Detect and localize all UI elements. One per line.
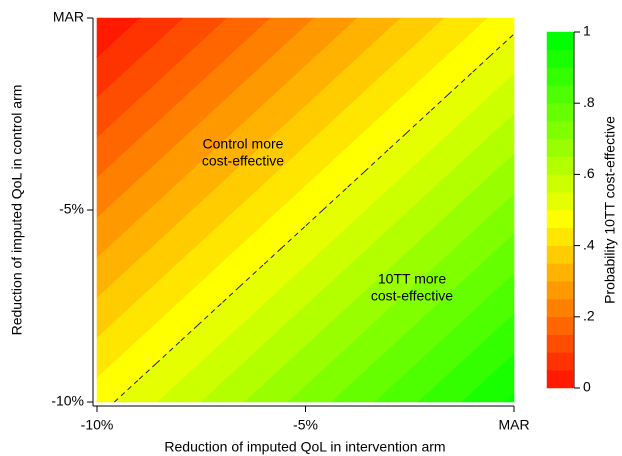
contour-band bbox=[346, 17, 390, 58]
dashed-contour bbox=[155, 340, 181, 364]
colorbar-tick-label: .8 bbox=[583, 94, 595, 110]
annotation: cost-effective bbox=[371, 288, 453, 304]
colorbar-band bbox=[546, 102, 574, 122]
colorbar-band bbox=[546, 191, 574, 211]
dashed-contour bbox=[364, 148, 390, 172]
contour-band bbox=[263, 17, 307, 58]
contour-band bbox=[499, 273, 515, 288]
dashed-contour bbox=[180, 324, 199, 342]
colorbar-band bbox=[546, 263, 574, 282]
dashed-contour bbox=[489, 33, 515, 57]
colorbar-band bbox=[546, 156, 574, 175]
colorbar-label: Probability 10TT cost-effective bbox=[602, 116, 618, 304]
colorbar-band bbox=[546, 174, 574, 193]
colorbar-band bbox=[546, 67, 574, 86]
dashed-contour bbox=[471, 56, 491, 73]
colorbar-tick-label: 1 bbox=[583, 23, 591, 39]
colorbar-band bbox=[546, 49, 574, 68]
dashed-contour bbox=[239, 264, 265, 288]
colorbar-band bbox=[546, 316, 574, 335]
colorbar-band bbox=[546, 298, 574, 318]
colorbar-band bbox=[546, 369, 574, 389]
dashed-contour bbox=[430, 94, 449, 112]
colorbar-tick-label: .6 bbox=[583, 165, 595, 181]
contour-band bbox=[305, 17, 348, 58]
dashed-contour bbox=[197, 302, 223, 326]
annotation: 10TT more bbox=[378, 271, 446, 287]
dashed-contour bbox=[263, 248, 282, 265]
dashed-contour bbox=[388, 132, 407, 150]
contour-band bbox=[492, 113, 515, 134]
annotation: Control more bbox=[203, 136, 284, 152]
colorbar-band bbox=[546, 31, 574, 51]
colorbar-band bbox=[546, 209, 574, 229]
x-tick-label: -5% bbox=[293, 417, 318, 433]
contour-band bbox=[502, 353, 515, 364]
colorbar-band bbox=[546, 280, 574, 300]
contour-band bbox=[388, 17, 432, 58]
dashed-contour bbox=[322, 187, 348, 211]
dashed-contour bbox=[114, 379, 140, 403]
contour-band bbox=[96, 17, 140, 58]
dashed-contour bbox=[221, 286, 240, 304]
contour-band bbox=[490, 73, 515, 96]
colorbar-tick-label: 0 bbox=[583, 379, 591, 395]
colorbar-band bbox=[546, 85, 574, 104]
x-tick-label: -10% bbox=[81, 417, 114, 433]
colorbar-band bbox=[546, 245, 574, 264]
dashed-contour bbox=[346, 171, 365, 188]
colorbar-band bbox=[546, 352, 574, 371]
dashed-contour bbox=[447, 72, 473, 96]
y-tick-label: -10% bbox=[51, 393, 84, 409]
contour-band bbox=[495, 193, 515, 211]
annotation: cost-effective bbox=[202, 153, 284, 169]
colorbar-band bbox=[546, 138, 574, 157]
x-axis-label: Reduction of imputed QoL in intervention… bbox=[164, 439, 445, 455]
dashed-contour bbox=[280, 225, 306, 249]
contour-band bbox=[221, 17, 265, 58]
colorbar-tick-label: .4 bbox=[583, 236, 595, 252]
y-tick-label: MAR bbox=[53, 9, 84, 25]
contour-band bbox=[488, 33, 515, 57]
x-tick-label: MAR bbox=[498, 417, 529, 433]
y-axis-label: Reduction of imputed QoL in control arm bbox=[9, 85, 25, 336]
dashed-contour bbox=[305, 209, 324, 227]
contour-band bbox=[471, 17, 515, 58]
contour-band bbox=[497, 233, 515, 249]
dashed-contour bbox=[405, 110, 431, 134]
contour-band bbox=[138, 17, 182, 58]
contour-band bbox=[430, 17, 474, 58]
contour-band bbox=[504, 393, 515, 403]
colorbar-band bbox=[546, 334, 574, 353]
contour-band bbox=[494, 153, 515, 172]
contour-band bbox=[180, 17, 223, 58]
colorbar-band bbox=[546, 227, 574, 246]
y-tick-label: -5% bbox=[59, 201, 84, 217]
colorbar-tick-label: .2 bbox=[583, 308, 595, 324]
contour-band bbox=[501, 313, 515, 326]
dashed-contour bbox=[138, 363, 157, 380]
colorbar-band bbox=[546, 120, 574, 140]
